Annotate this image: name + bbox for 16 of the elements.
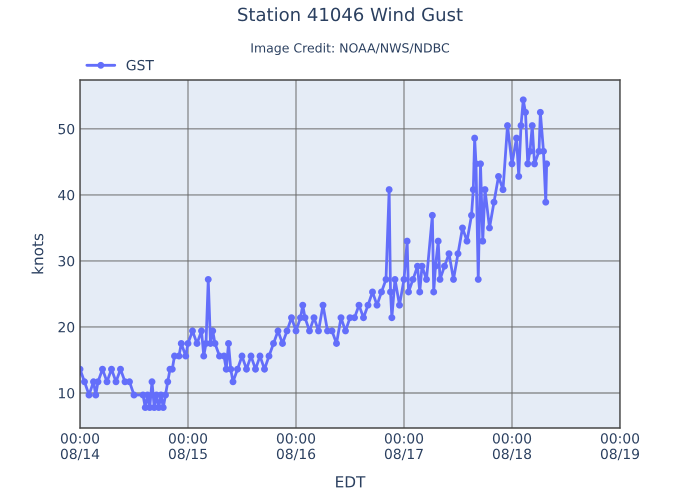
x-tick-label: 00:00 08/18	[492, 433, 532, 460]
x-axis-title: EDT	[336, 476, 366, 488]
chart-title: Station 41046 Wind Gust	[238, 7, 463, 22]
x-tick-label: 00:00 08/15	[168, 433, 208, 460]
x-tick-label: 00:00 08/16	[276, 433, 316, 460]
y-axis-title: knots	[32, 234, 44, 274]
x-tick-label: 00:00 08/14	[60, 433, 100, 460]
y-tick-label: 10	[58, 388, 74, 398]
y-tick-label: 50	[58, 124, 74, 134]
y-tick-label: 40	[58, 190, 74, 200]
legend-label: GST	[126, 60, 154, 70]
y-tick-label: 30	[58, 256, 74, 266]
chart-subtitle: Image Credit: NOAA/NWS/NDBC	[252, 42, 450, 56]
x-tick-label: 00:00 08/19	[600, 433, 640, 460]
y-tick-label: 20	[58, 322, 74, 332]
x-tick-label: 00:00 08/17	[384, 433, 424, 460]
